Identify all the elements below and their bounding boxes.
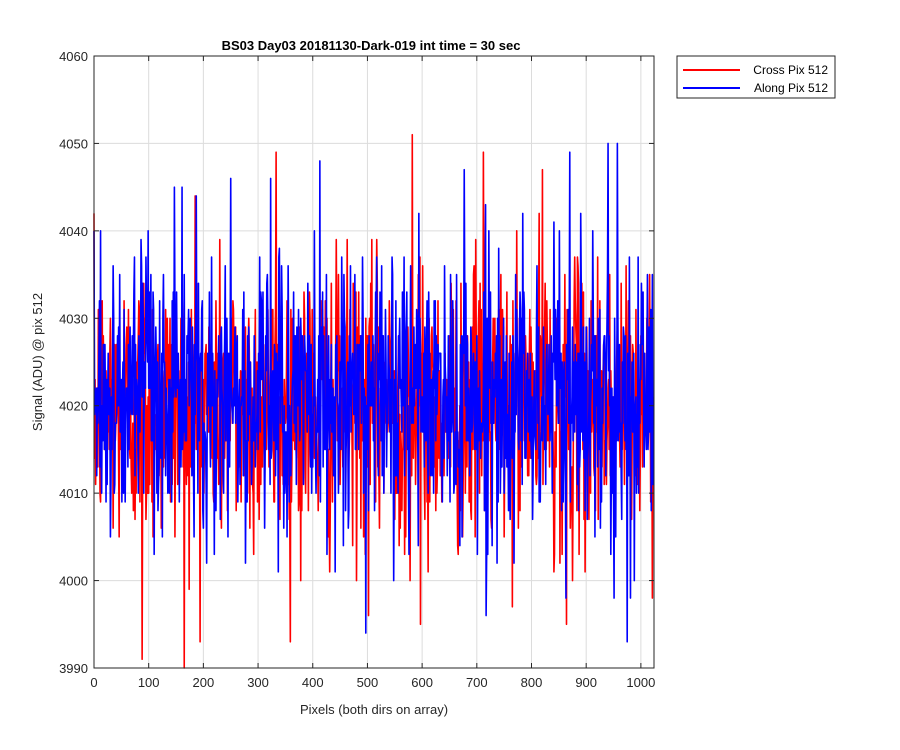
x-tick-label: 0 [90,675,97,690]
y-tick-label: 4010 [59,486,88,501]
x-axis-ticks: 0 100 200 300 400 500 600 700 800 900 1000 [90,675,655,690]
x-tick-label: 100 [138,675,160,690]
x-tick-label: 400 [302,675,324,690]
y-tick-label: 4060 [59,49,88,64]
series-line-along [93,142,655,643]
axes [93,55,655,669]
x-tick-label: 1000 [626,675,655,690]
x-tick-label: 200 [193,675,215,690]
legend-entry-along: Along Pix 512 [754,81,828,95]
x-tick-label: 300 [247,675,269,690]
legend-box [676,55,836,99]
axes-box [93,55,655,669]
y-axis-label: Signal (ADU) @ pix 512 [30,293,45,431]
legend-entry-cross: Cross Pix 512 [753,63,828,77]
x-tick-label: 900 [575,675,597,690]
x-tick-label: 800 [521,675,543,690]
chart-title: BS03 Day03 20181130-Dark-019 int time = … [222,38,521,53]
y-tick-label: 4050 [59,136,88,151]
y-tick-label: 4000 [59,574,88,589]
y-tick-label: 3990 [59,661,88,676]
plot-area [93,133,655,669]
y-tick-label: 4040 [59,224,88,239]
legend: Cross Pix 512 Along Pix 512 [676,55,836,99]
x-axis-label: Pixels (both dirs on array) [300,702,448,717]
x-tick-label: 500 [357,675,379,690]
y-tick-label: 4020 [59,399,88,414]
y-axis-ticks: 3990 4000 4010 4020 4030 4040 4050 4060 [59,49,88,676]
x-tick-label: 700 [466,675,488,690]
y-tick-label: 4030 [59,311,88,326]
x-tick-label: 600 [411,675,433,690]
